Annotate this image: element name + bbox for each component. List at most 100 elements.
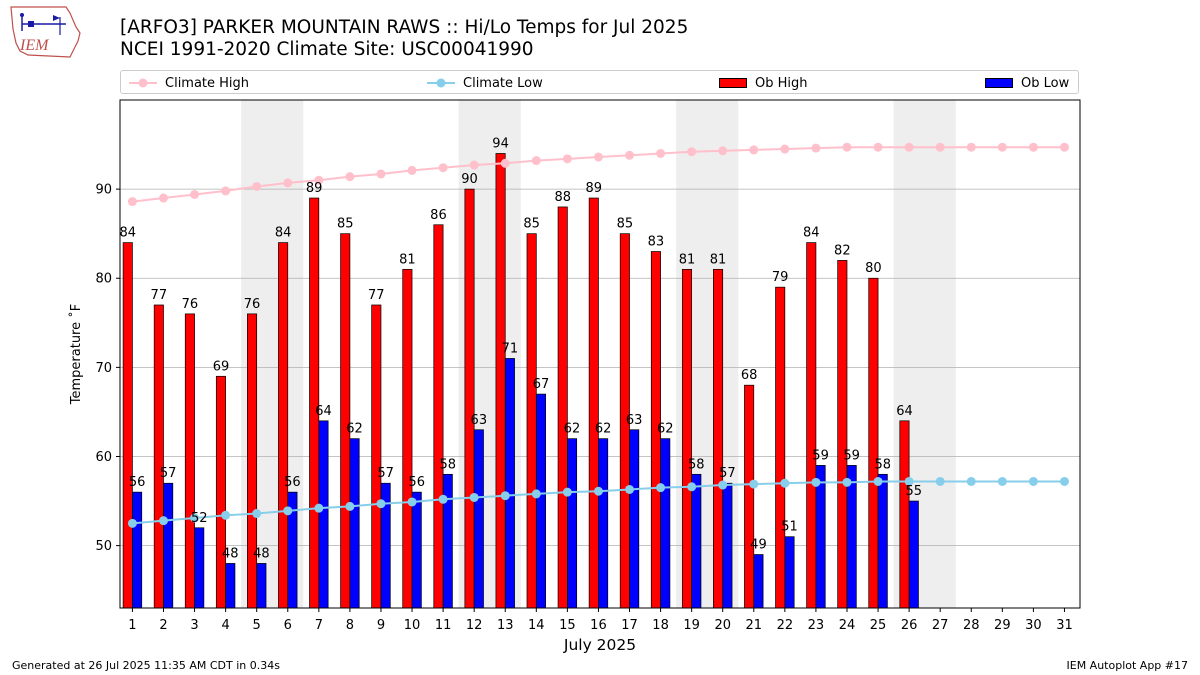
- climate-low-point: [687, 482, 697, 492]
- x-tick-label: 6: [284, 618, 292, 633]
- ob-high-data-label: 68: [741, 368, 758, 383]
- climate-low-point: [904, 476, 914, 486]
- ob-high-bar: [278, 242, 289, 608]
- ob-low-bar: [163, 482, 174, 608]
- climate-high-point: [1059, 142, 1069, 152]
- ob-high-bar: [619, 233, 630, 608]
- y-axis-label: Temperature ˚F: [68, 304, 84, 405]
- climate-low-point: [625, 484, 635, 494]
- x-tick-label: 17: [621, 618, 638, 633]
- ob-low-bar: [194, 527, 205, 608]
- climate-low-point: [811, 477, 821, 487]
- ob-high-data-label: 85: [617, 217, 634, 232]
- ob-high-bar: [371, 304, 382, 608]
- climate-low-point: [158, 516, 168, 526]
- x-tick-label: 4: [221, 618, 229, 633]
- ob-high-bar: [402, 268, 413, 608]
- x-tick-label: 20: [714, 618, 731, 633]
- ob-high-data-label: 84: [119, 226, 136, 241]
- ob-low-bar: [535, 393, 546, 608]
- climate-low-line-icon: [427, 78, 455, 88]
- climate-high-point: [438, 163, 448, 173]
- ob-high-bar: [837, 260, 848, 608]
- climate-low-point: [407, 497, 417, 507]
- climate-low-point: [127, 518, 137, 528]
- climate-high-line-icon: [129, 78, 157, 88]
- climate-low-point: [749, 479, 759, 489]
- ob-low-data-label: 63: [471, 413, 488, 428]
- climate-low-point: [500, 491, 510, 501]
- ob-low-bar: [598, 438, 609, 608]
- ob-low-bar: [473, 429, 484, 608]
- climate-low-point: [593, 486, 603, 496]
- ob-high-bar: [713, 268, 724, 608]
- ob-low-data-label: 62: [346, 422, 363, 437]
- ob-high-bar: [899, 420, 910, 608]
- climate-low-point: [780, 478, 790, 488]
- ob-low-data-label: 59: [812, 448, 829, 463]
- y-tick-label: 60: [95, 450, 112, 465]
- climate-low-point: [842, 477, 852, 487]
- climate-high-point: [345, 172, 355, 182]
- plot-frame: [119, 99, 1081, 609]
- x-axis-label: July 2025: [563, 636, 636, 654]
- ob-low-data-label: 62: [564, 422, 581, 437]
- climate-high-point: [625, 150, 635, 160]
- x-tick-label: 7: [315, 618, 323, 633]
- climate-low-point: [438, 494, 448, 504]
- chart-legend: Climate High Climate Low Ob High Ob Low: [120, 70, 1079, 94]
- x-tick-label: 19: [683, 618, 700, 633]
- climate-high-point: [904, 142, 914, 152]
- ob-high-data-label: 82: [834, 243, 851, 258]
- ob-low-bar: [815, 465, 826, 608]
- ob-low-data-label: 48: [253, 546, 270, 561]
- ob-low-data-label: 52: [191, 511, 208, 526]
- x-tick-label: 13: [497, 618, 514, 633]
- legend-item-ob-high: Ob High: [719, 74, 808, 92]
- ob-high-data-label: 90: [461, 172, 478, 187]
- climate-high-point: [873, 142, 883, 152]
- ob-low-bar: [411, 491, 422, 608]
- ob-high-bar: [309, 197, 320, 608]
- ob-high-bar: [215, 375, 226, 608]
- climate-low-point: [656, 483, 666, 493]
- climate-low-point: [221, 510, 231, 520]
- x-tick-label: 2: [159, 618, 167, 633]
- ob-low-data-label: 55: [906, 484, 923, 499]
- ob-low-data-label: 63: [626, 413, 643, 428]
- legend-label-ob-high: Ob High: [755, 75, 808, 91]
- x-tick-label: 22: [777, 618, 794, 633]
- ob-low-bar: [318, 420, 329, 608]
- climate-high-point: [966, 142, 976, 152]
- ob-low-data-label: 62: [595, 422, 612, 437]
- climate-high-point: [407, 165, 417, 175]
- climate-high-point: [811, 143, 821, 153]
- legend-label-ob-low: Ob Low: [1021, 75, 1070, 91]
- ob-low-bar: [629, 429, 640, 608]
- ob-high-data-label: 85: [337, 217, 354, 232]
- chart-subtitle: NCEI 1991-2020 Climate Site: USC00041990: [120, 39, 534, 60]
- climate-low-point: [718, 480, 728, 490]
- ob-low-data-label: 58: [439, 457, 456, 472]
- ob-low-bar: [846, 465, 857, 608]
- ob-low-data-label: 51: [781, 520, 798, 535]
- ob-high-bar: [495, 153, 506, 608]
- ob-high-bar: [744, 384, 755, 608]
- ob-low-bar: [660, 438, 671, 608]
- climate-high-point: [842, 142, 852, 152]
- ob-high-bar: [340, 233, 351, 608]
- climate-high-point: [190, 189, 200, 199]
- ob-high-data-label: 76: [182, 297, 199, 312]
- ob-low-bar: [691, 473, 702, 608]
- ob-high-bar: [464, 188, 475, 608]
- ob-high-data-label: 80: [865, 261, 882, 276]
- climate-low-point: [345, 501, 355, 511]
- ob-low-bar: [349, 438, 360, 608]
- climate-low-point: [1059, 476, 1069, 486]
- ob-high-bar: [806, 242, 817, 608]
- climate-high-point: [314, 175, 324, 185]
- climate-low-point: [966, 476, 976, 486]
- legend-item-climate-high: Climate High: [129, 74, 249, 92]
- legend-item-ob-low: Ob Low: [985, 74, 1069, 92]
